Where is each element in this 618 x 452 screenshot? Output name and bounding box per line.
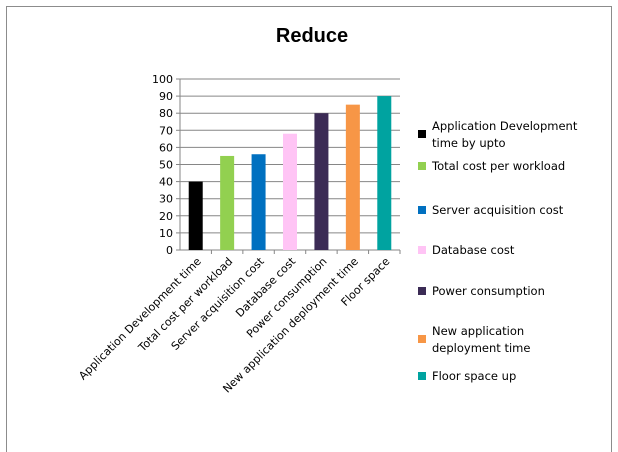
y-tick-label: 10 [159,227,173,240]
legend-label: Power consumption [432,284,545,298]
legend-label: Total cost per workload [431,159,565,173]
bar [314,113,329,250]
y-tick-label: 70 [159,124,173,137]
bar [251,154,266,250]
legend-swatch [418,130,426,138]
legend-label: Floor space up [432,369,516,383]
chart-title: Reduce [276,25,348,47]
legend-label: Database cost [432,243,515,257]
y-tick-label: 30 [159,193,173,206]
legend-swatch [418,335,426,343]
y-tick-labels: 0 10 20 30 40 50 60 70 80 90 100 [152,73,173,257]
chart-frame [6,6,612,452]
bar [188,181,203,250]
legend-swatch [418,162,426,170]
y-tick-label: 40 [159,176,173,189]
legend-label: New application deployment time [432,324,530,355]
legend: Application Development time by upto Total… [418,119,578,383]
bar [220,155,235,250]
legend-swatch [418,287,426,295]
bar [283,133,297,250]
legend-swatch [418,372,426,380]
y-tick-label: 0 [166,244,173,257]
x-category-label: Application Development time [76,255,204,383]
y-tick-label: 20 [159,210,173,223]
bar [377,96,392,250]
y-tick-label: 60 [159,141,173,154]
legend-swatch [418,206,426,214]
y-tick-label: 50 [159,159,173,172]
legend-swatch [418,246,426,254]
y-tick-label: 90 [159,90,173,103]
legend-label: Server acquisition cost [432,203,564,217]
y-tick-label: 80 [159,107,173,120]
y-tick-label: 100 [152,73,173,86]
bar [345,104,360,251]
bars [188,96,392,251]
legend-label: Application Development time by upto [432,119,578,150]
